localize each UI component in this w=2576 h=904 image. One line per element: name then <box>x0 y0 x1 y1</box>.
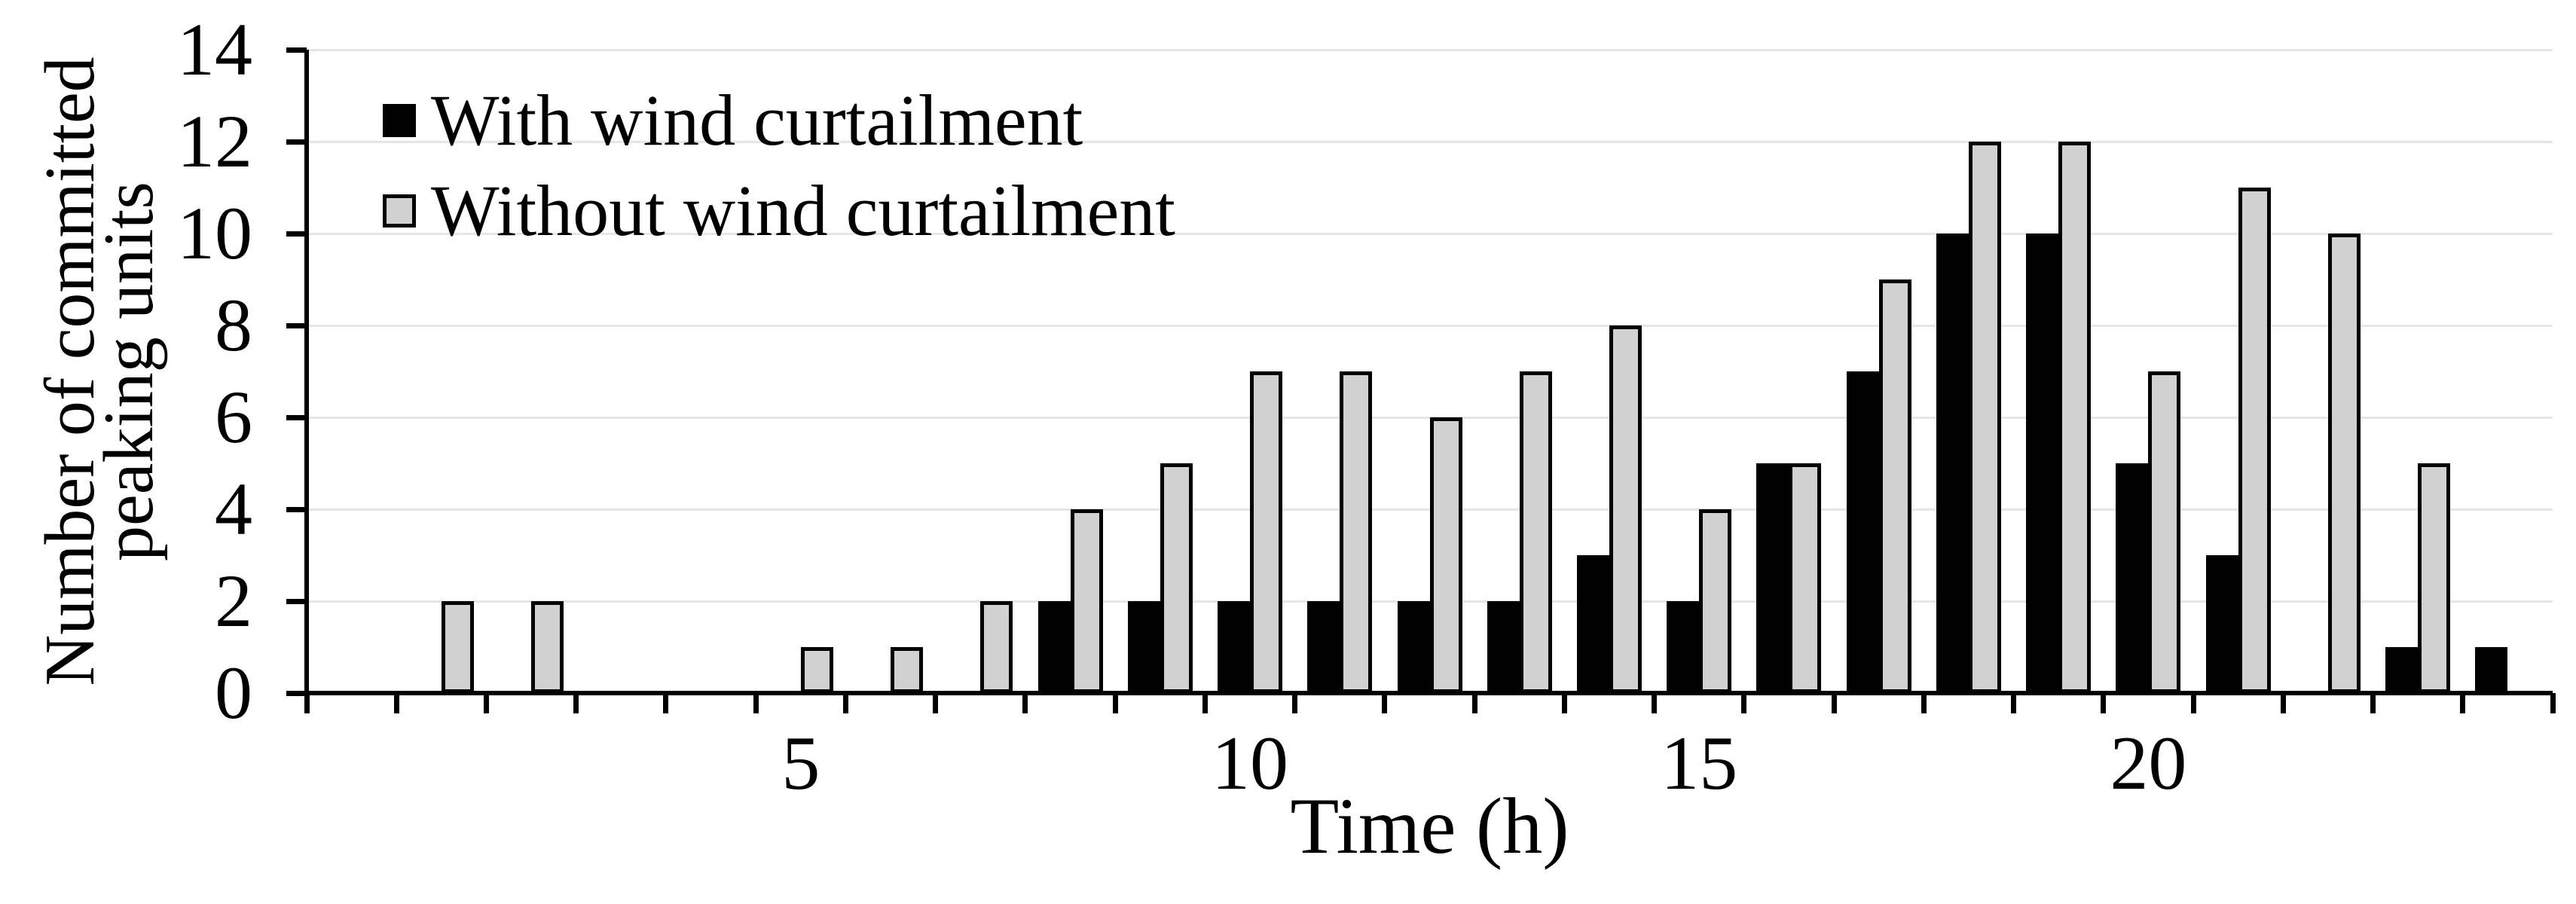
x-tick-9 <box>1112 693 1118 713</box>
y-axis-line <box>304 50 309 713</box>
x-tick-label-15: 15 <box>1661 721 1738 806</box>
y-tick-label-6: 6 <box>215 375 252 459</box>
y-tick-label-12: 12 <box>177 99 252 183</box>
x-tick-22 <box>2280 693 2286 713</box>
y-tick-12 <box>286 139 307 145</box>
bar-with-wind-curtailment-h13 <box>1487 601 1520 693</box>
x-tick-25 <box>2550 693 2556 713</box>
x-tick-13 <box>1471 693 1477 713</box>
x-tick-17 <box>1831 693 1837 713</box>
bar-with-wind-curtailment-h20 <box>2116 463 2149 693</box>
x-tick-16 <box>1741 693 1747 713</box>
bar-without-wind-curtailment-h7 <box>980 601 1013 693</box>
bar-without-wind-curtailment-h9 <box>1160 463 1193 693</box>
x-axis-line <box>286 691 2553 695</box>
bar-without-wind-curtailment-h5 <box>800 647 833 693</box>
x-axis-title: Time (h) <box>1290 782 1569 870</box>
x-tick-19 <box>2011 693 2017 713</box>
bar-without-wind-curtailment-h12 <box>1429 417 1462 693</box>
x-tick-label-10: 10 <box>1212 721 1289 806</box>
x-tick-20 <box>2101 693 2107 713</box>
bar-without-wind-curtailment-h10 <box>1250 371 1283 693</box>
bar-without-wind-curtailment-h23 <box>2418 463 2451 693</box>
bar-with-wind-curtailment-h24 <box>2475 647 2508 693</box>
bar-with-wind-curtailment-h8 <box>1037 601 1071 693</box>
x-tick-6 <box>842 693 848 713</box>
gridline-y-14 <box>307 48 2553 51</box>
x-tick-15 <box>1652 693 1658 713</box>
x-tick-5 <box>753 693 759 713</box>
legend-swatch-with-wind-curtailment <box>383 104 416 137</box>
legend-item-with-wind-curtailment: With wind curtailment <box>383 83 1083 158</box>
x-tick-8 <box>1022 693 1028 713</box>
bar-with-wind-curtailment-h23 <box>2385 647 2419 693</box>
gridline-y-12 <box>307 140 2553 143</box>
legend-swatch-without-wind-curtailment <box>383 194 416 228</box>
bar-without-wind-curtailment-h8 <box>1070 509 1103 693</box>
bar-without-wind-curtailment-h6 <box>891 647 924 693</box>
gridline-y-8 <box>307 324 2553 327</box>
y-tick-label-10: 10 <box>177 191 252 275</box>
legend-label-without-wind-curtailment: Without wind curtailment <box>431 170 1175 251</box>
y-tick-6 <box>286 414 307 420</box>
y-tick-10 <box>286 231 307 237</box>
x-tick-21 <box>2190 693 2196 713</box>
x-tick-14 <box>1561 693 1567 713</box>
bar-without-wind-curtailment-h22 <box>2327 234 2361 693</box>
y-tick-14 <box>286 47 307 53</box>
bar-with-wind-curtailment-h19 <box>2026 234 2059 693</box>
y-tick-label-0: 0 <box>215 651 252 734</box>
x-tick-7 <box>933 693 939 713</box>
x-tick-4 <box>663 693 669 713</box>
y-tick-label-2: 2 <box>215 559 252 643</box>
gridline-y-10 <box>307 232 2553 235</box>
x-tick-11 <box>1292 693 1298 713</box>
bar-without-wind-curtailment-h17 <box>1878 279 1911 693</box>
bar-without-wind-curtailment-h21 <box>2238 188 2271 693</box>
x-tick-18 <box>1921 693 1927 713</box>
x-tick-1 <box>393 693 399 713</box>
x-tick-10 <box>1202 693 1208 713</box>
legend-label-with-wind-curtailment: With wind curtailment <box>431 80 1083 160</box>
x-tick-23 <box>2370 693 2376 713</box>
y-tick-8 <box>286 322 307 328</box>
bar-with-wind-curtailment-h17 <box>1846 371 1879 693</box>
bar-with-wind-curtailment-h14 <box>1576 555 1609 693</box>
bar-without-wind-curtailment-h16 <box>1789 463 1822 693</box>
y-tick-0 <box>286 690 307 696</box>
legend-item-without-wind-curtailment: Without wind curtailment <box>383 173 1175 249</box>
y-tick-label-8: 8 <box>215 283 252 367</box>
bar-with-wind-curtailment-h12 <box>1397 601 1430 693</box>
bar-without-wind-curtailment-h1 <box>441 601 474 693</box>
x-tick-label-20: 20 <box>2110 721 2187 806</box>
bar-without-wind-curtailment-h15 <box>1699 509 1732 693</box>
bar-with-wind-curtailment-h16 <box>1756 463 1789 693</box>
bar-with-wind-curtailment-h21 <box>2205 555 2238 693</box>
x-tick-2 <box>483 693 489 713</box>
bar-with-wind-curtailment-h15 <box>1667 601 1700 693</box>
bar-with-wind-curtailment-h9 <box>1127 601 1160 693</box>
y-tick-label-4: 4 <box>215 467 252 551</box>
x-tick-3 <box>573 693 579 713</box>
x-tick-0 <box>304 693 310 713</box>
y-tick-2 <box>286 598 307 604</box>
bar-with-wind-curtailment-h18 <box>1936 234 1969 693</box>
x-tick-12 <box>1382 693 1388 713</box>
bar-without-wind-curtailment-h14 <box>1609 325 1642 693</box>
bar-with-wind-curtailment-h10 <box>1218 601 1251 693</box>
bar-without-wind-curtailment-h18 <box>1968 142 2001 693</box>
bar-without-wind-curtailment-h2 <box>531 601 564 693</box>
y-tick-label-14: 14 <box>177 8 252 91</box>
bar-without-wind-curtailment-h20 <box>2148 371 2181 693</box>
bar-without-wind-curtailment-h19 <box>2058 142 2092 693</box>
bar-without-wind-curtailment-h11 <box>1340 371 1373 693</box>
bar-without-wind-curtailment-h13 <box>1519 371 1552 693</box>
x-tick-label-5: 5 <box>781 721 820 806</box>
bar-with-wind-curtailment-h11 <box>1307 601 1340 693</box>
y-tick-4 <box>286 506 307 512</box>
x-tick-24 <box>2460 693 2466 713</box>
